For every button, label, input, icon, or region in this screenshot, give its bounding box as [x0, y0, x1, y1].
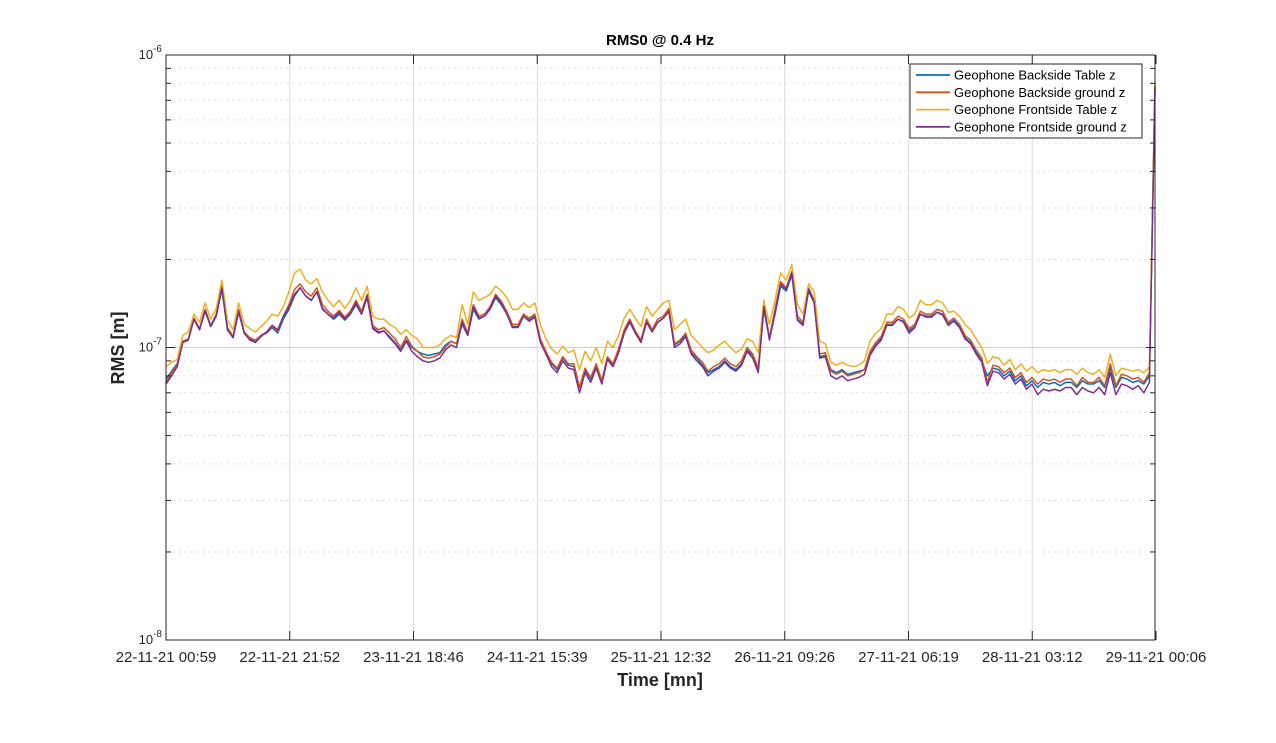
legend-box	[909, 63, 1143, 139]
x-tick-label: 22-11-21 21:52	[239, 649, 340, 666]
x-tick-label: 29-11-21 00:06	[1106, 649, 1207, 666]
x-tick-label: 25-11-21 12:32	[611, 649, 712, 666]
data-series	[165, 81, 1156, 396]
legend-label: Geophone Frontside ground z	[954, 119, 1127, 134]
y-tick-exponent: -7	[153, 337, 162, 348]
legend-label: Geophone Backside Table z	[954, 68, 1116, 83]
x-tick-label: 24-11-21 15:39	[487, 649, 588, 666]
legend-entries: Geophone Backside Table z Geophone Backsi…	[916, 68, 1127, 134]
x-axis-label: Time [mn]	[617, 670, 703, 690]
x-tick-label: 22-11-21 00:59	[116, 649, 217, 666]
legend-label: Geophone Frontside Table z	[954, 102, 1117, 117]
legend: Geophone Backside Table z Geophone Backsi…	[909, 63, 1143, 139]
series-line-2	[165, 84, 1156, 389]
y-tick-exponent: -6	[153, 44, 162, 55]
legend-label: Geophone Backside ground z	[954, 85, 1125, 100]
x-tick-label: 28-11-21 03:12	[982, 649, 1083, 666]
y-tick-exponent: -8	[153, 629, 162, 640]
x-tick-label: 26-11-21 09:26	[734, 649, 835, 666]
x-tick-label: 23-11-21 18:46	[363, 649, 464, 666]
series-line-4	[165, 88, 1156, 396]
series-line-3	[165, 81, 1156, 379]
y-axis-label: RMS [m]	[108, 312, 128, 385]
chart-title: RMS0 @ 0.4 Hz	[606, 32, 714, 49]
axis-ticks: 10-810-710-622-11-21 00:59 22-11-21 21:52…	[116, 44, 1207, 666]
x-tick-label: 27-11-21 06:19	[858, 649, 959, 666]
